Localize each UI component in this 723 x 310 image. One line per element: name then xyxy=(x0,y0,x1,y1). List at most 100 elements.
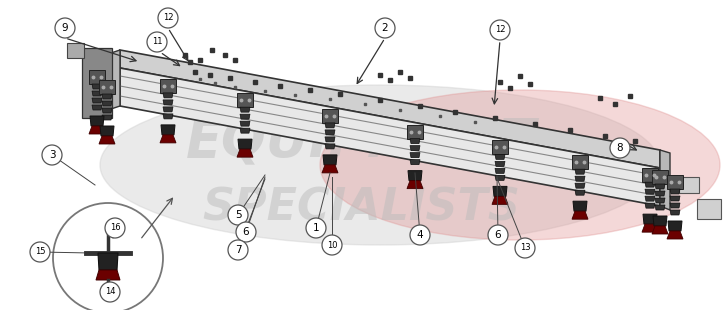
Polygon shape xyxy=(163,93,173,98)
Polygon shape xyxy=(240,107,250,112)
Circle shape xyxy=(488,225,508,245)
Circle shape xyxy=(105,218,125,238)
Polygon shape xyxy=(322,165,338,173)
Polygon shape xyxy=(408,170,422,181)
Text: 9: 9 xyxy=(61,23,68,33)
Polygon shape xyxy=(120,50,660,168)
Polygon shape xyxy=(410,153,420,157)
Polygon shape xyxy=(160,79,176,93)
Text: 14: 14 xyxy=(105,287,115,296)
Polygon shape xyxy=(96,270,120,280)
Circle shape xyxy=(158,8,178,28)
Text: 1: 1 xyxy=(312,223,320,233)
Text: 12: 12 xyxy=(163,14,174,23)
Ellipse shape xyxy=(320,90,720,240)
Polygon shape xyxy=(102,115,112,120)
Polygon shape xyxy=(655,198,665,203)
Polygon shape xyxy=(495,175,505,180)
Polygon shape xyxy=(323,155,337,165)
Circle shape xyxy=(322,235,342,255)
Polygon shape xyxy=(668,221,682,231)
Polygon shape xyxy=(660,150,670,210)
Polygon shape xyxy=(493,186,507,196)
Polygon shape xyxy=(92,84,102,89)
Text: 5: 5 xyxy=(235,210,241,220)
Polygon shape xyxy=(575,169,585,174)
Polygon shape xyxy=(92,105,102,110)
Circle shape xyxy=(55,18,75,38)
Circle shape xyxy=(228,205,248,225)
Polygon shape xyxy=(670,210,680,215)
Polygon shape xyxy=(237,93,253,107)
Polygon shape xyxy=(495,162,505,166)
Polygon shape xyxy=(572,211,588,219)
Polygon shape xyxy=(240,121,250,126)
Text: 10: 10 xyxy=(327,241,337,250)
Polygon shape xyxy=(322,109,338,123)
Polygon shape xyxy=(240,114,250,119)
Polygon shape xyxy=(410,139,420,144)
Polygon shape xyxy=(325,123,335,128)
Polygon shape xyxy=(495,154,505,159)
Polygon shape xyxy=(240,128,250,133)
Polygon shape xyxy=(82,48,112,118)
Polygon shape xyxy=(645,203,655,208)
Polygon shape xyxy=(667,175,683,189)
Polygon shape xyxy=(653,216,667,226)
Text: 3: 3 xyxy=(48,150,56,160)
Polygon shape xyxy=(573,201,587,211)
Polygon shape xyxy=(670,203,680,208)
Polygon shape xyxy=(102,94,112,99)
Polygon shape xyxy=(325,144,335,149)
Circle shape xyxy=(42,145,62,165)
Circle shape xyxy=(100,282,120,302)
Ellipse shape xyxy=(100,85,660,245)
Circle shape xyxy=(515,238,535,258)
Text: 11: 11 xyxy=(152,38,162,46)
Polygon shape xyxy=(98,253,118,270)
Polygon shape xyxy=(642,224,658,232)
Polygon shape xyxy=(655,191,665,196)
Polygon shape xyxy=(92,91,102,96)
Polygon shape xyxy=(670,189,680,194)
Polygon shape xyxy=(575,176,585,181)
Polygon shape xyxy=(645,189,655,194)
Polygon shape xyxy=(163,114,173,119)
Polygon shape xyxy=(325,137,335,142)
Text: SPECIALISTS: SPECIALISTS xyxy=(202,186,521,229)
Circle shape xyxy=(375,18,395,38)
Polygon shape xyxy=(492,196,508,204)
Polygon shape xyxy=(163,107,173,112)
Text: 13: 13 xyxy=(520,243,530,253)
Polygon shape xyxy=(667,231,683,239)
FancyBboxPatch shape xyxy=(697,199,721,219)
Polygon shape xyxy=(495,168,505,173)
Polygon shape xyxy=(572,155,588,169)
Polygon shape xyxy=(652,170,668,184)
Polygon shape xyxy=(670,196,680,201)
Text: 12: 12 xyxy=(495,25,505,34)
Polygon shape xyxy=(89,126,105,134)
Polygon shape xyxy=(120,68,660,206)
Polygon shape xyxy=(100,126,114,136)
Polygon shape xyxy=(325,130,335,135)
Polygon shape xyxy=(407,181,423,188)
Polygon shape xyxy=(102,101,112,106)
Text: 6: 6 xyxy=(495,230,501,240)
Polygon shape xyxy=(575,190,585,195)
Circle shape xyxy=(147,32,167,52)
Polygon shape xyxy=(160,135,176,143)
Circle shape xyxy=(490,20,510,40)
Polygon shape xyxy=(89,70,105,84)
Text: 16: 16 xyxy=(110,224,120,232)
FancyBboxPatch shape xyxy=(679,177,699,193)
Circle shape xyxy=(228,240,248,260)
Polygon shape xyxy=(642,168,658,182)
Circle shape xyxy=(410,225,430,245)
Text: 7: 7 xyxy=(235,245,241,255)
Polygon shape xyxy=(99,136,115,144)
Polygon shape xyxy=(102,108,112,113)
Polygon shape xyxy=(652,226,668,234)
Circle shape xyxy=(306,218,326,238)
Text: 6: 6 xyxy=(243,227,249,237)
